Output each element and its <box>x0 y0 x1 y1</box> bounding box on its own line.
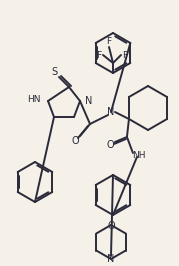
Text: HN: HN <box>28 94 41 103</box>
Text: S: S <box>51 67 57 77</box>
Text: F: F <box>122 51 128 60</box>
Text: N: N <box>107 107 115 117</box>
Text: O: O <box>107 221 115 231</box>
Text: NH: NH <box>132 151 146 160</box>
Text: N: N <box>107 254 115 264</box>
Text: O: O <box>106 140 114 150</box>
Text: N: N <box>85 96 92 106</box>
Text: F: F <box>107 38 112 47</box>
Text: O: O <box>71 136 79 146</box>
Text: F: F <box>96 51 101 60</box>
